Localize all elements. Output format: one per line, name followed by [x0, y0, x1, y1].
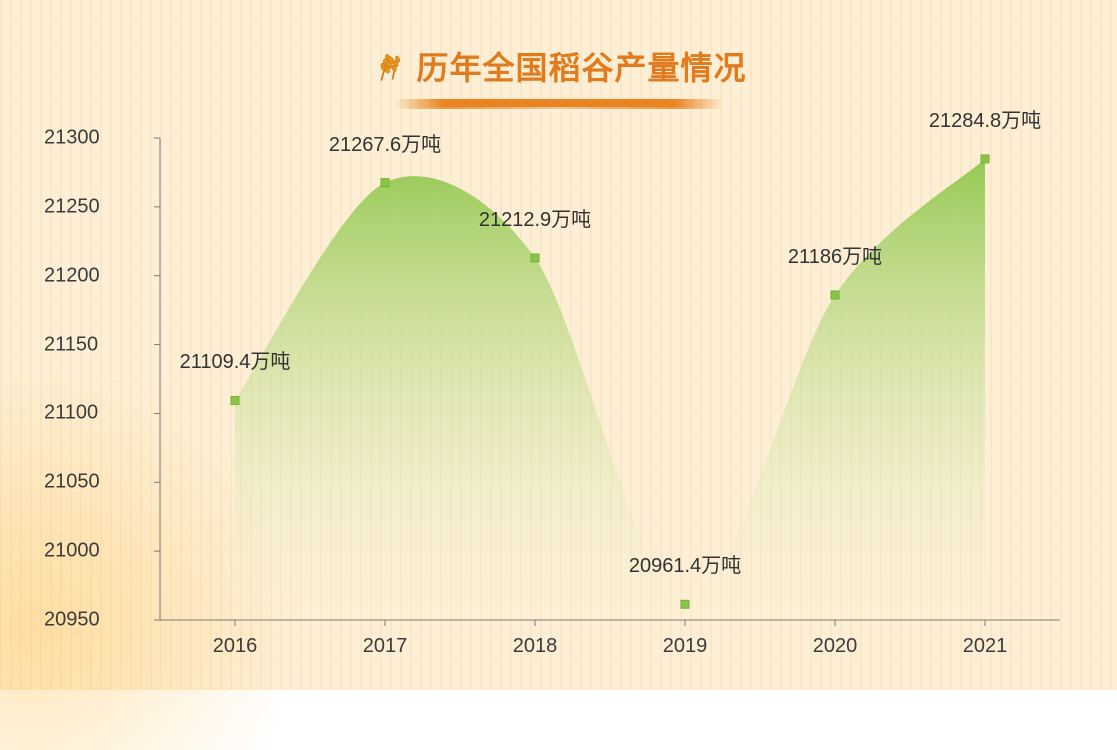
data-label: 21284.8万吨 [929, 104, 1041, 133]
data-label: 21109.4万吨 [180, 345, 291, 374]
chart-title: 历年全国稻谷产量情况 [0, 43, 1117, 109]
y-tick-label: 21050 [44, 471, 100, 494]
area-chart: 2095021000210502110021150212002125021300… [44, 134, 1077, 656]
data-label: 21186万吨 [788, 240, 882, 269]
chart-title-text: 历年全国稻谷产量情况 [416, 43, 746, 89]
data-label: 21212.9万吨 [479, 203, 591, 232]
wheat-icon [370, 48, 406, 84]
y-tick-label: 21200 [44, 264, 100, 287]
x-tick-label: 2017 [363, 635, 408, 658]
x-tick-label: 2018 [513, 635, 558, 658]
x-tick-label: 2016 [213, 635, 258, 658]
y-tick-label: 20950 [44, 609, 100, 632]
x-tick-label: 2020 [813, 635, 858, 658]
y-tick-label: 21300 [44, 127, 100, 150]
y-tick-label: 21100 [44, 402, 98, 425]
title-underline [394, 99, 724, 109]
x-tick-label: 2019 [663, 635, 708, 658]
y-tick-label: 21000 [44, 540, 100, 563]
y-tick-label: 21250 [44, 195, 100, 218]
data-label: 20961.4万吨 [629, 549, 741, 578]
y-tick-label: 21150 [44, 333, 98, 356]
data-label: 21267.6万吨 [329, 128, 441, 157]
x-tick-label: 2021 [963, 635, 1008, 658]
